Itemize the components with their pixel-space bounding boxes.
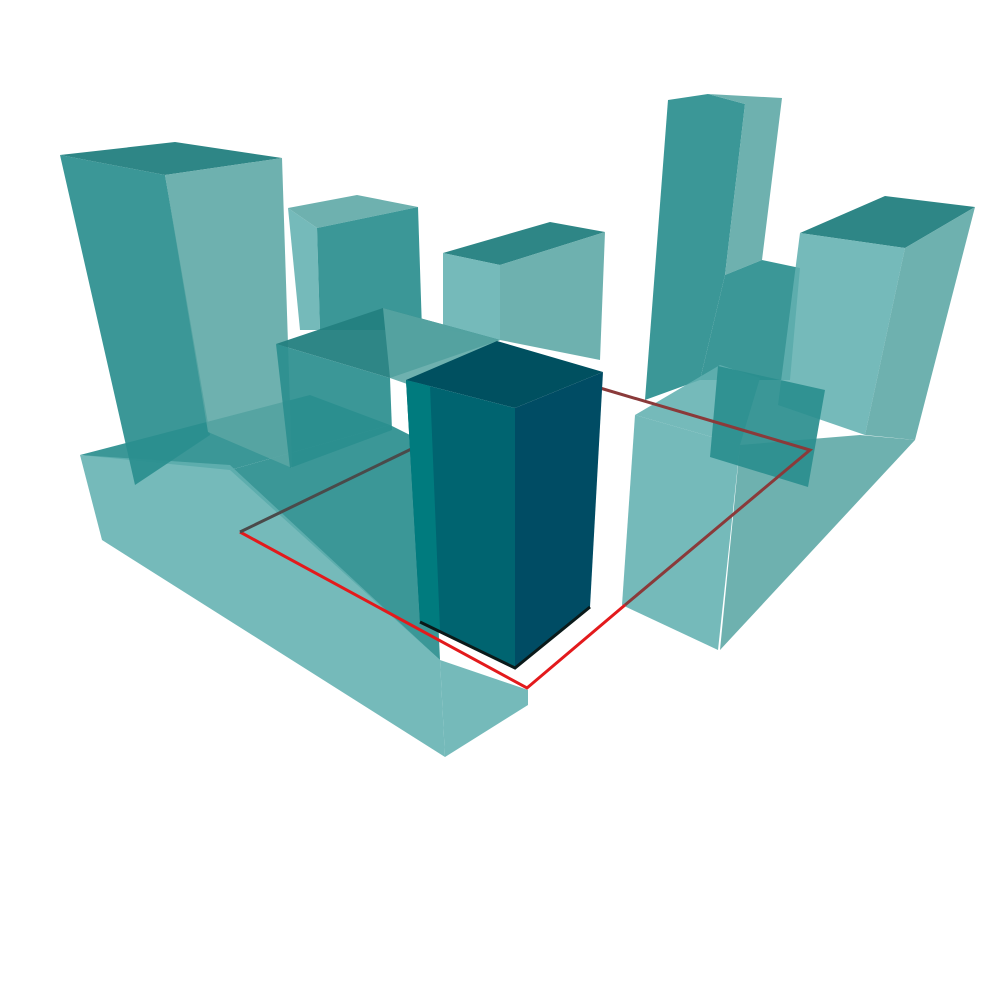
outline: [239, 438, 431, 534]
block-face: [865, 207, 975, 440]
base-face: [230, 425, 440, 660]
block-top: [800, 196, 975, 248]
box-edge: [406, 380, 440, 630]
base-face: [440, 660, 528, 757]
tower-face: [165, 158, 292, 468]
block-face: [778, 233, 905, 435]
block-face: [500, 232, 605, 360]
block-top: [443, 222, 605, 265]
block-face: [383, 308, 500, 385]
base-face: [80, 455, 445, 757]
tower-face: [317, 207, 422, 330]
tower-face: [60, 155, 210, 485]
block-face: [276, 344, 392, 468]
small-cube: [710, 366, 825, 487]
tower-face: [645, 94, 745, 400]
tower-face: [288, 208, 320, 330]
block-face: [443, 253, 500, 340]
base-face: [622, 415, 740, 650]
outline: [239, 530, 626, 690]
tower-top: [60, 142, 282, 175]
tower-face: [708, 94, 782, 275]
box-face: [515, 372, 603, 668]
tower-face: [700, 260, 800, 380]
base-face: [720, 435, 915, 650]
tower-top: [288, 195, 418, 228]
outline: [599, 386, 814, 607]
box-top: [406, 341, 603, 408]
box-edge: [419, 605, 591, 670]
